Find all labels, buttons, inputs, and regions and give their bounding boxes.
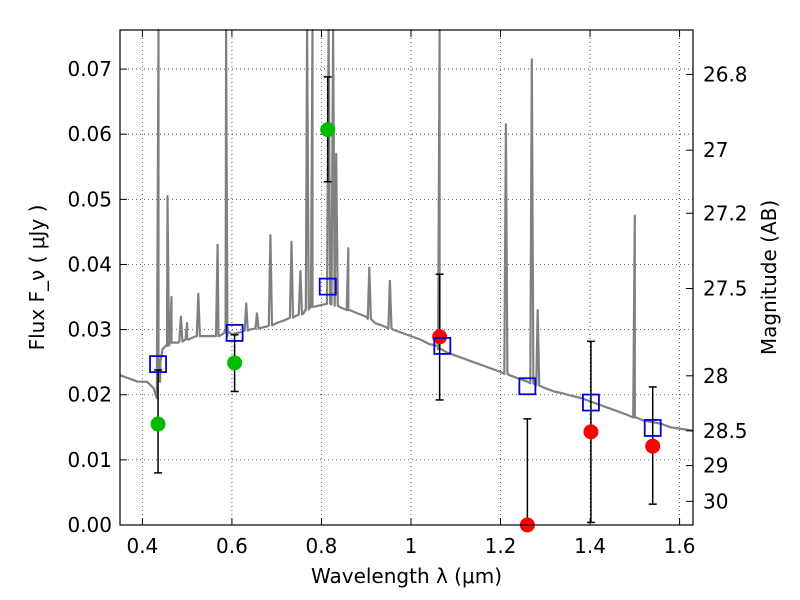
x-tick-label: 0.4 <box>126 534 158 558</box>
x-tick-label: 0.8 <box>306 534 338 558</box>
x-axis-label: Wavelength λ (μm) <box>311 564 502 588</box>
y-tick-label: 0.06 <box>67 122 112 146</box>
model-photometry-point <box>149 355 167 374</box>
y2-tick-label: 26.8 <box>703 62 748 86</box>
x-tick-label: 0.6 <box>216 534 248 558</box>
upper-limit-point <box>583 424 599 440</box>
y2-tick-label: 27 <box>703 138 728 162</box>
y2-axis-label: Magnitude (AB) <box>757 200 781 355</box>
model-photometry-point <box>518 377 537 396</box>
detection-point <box>150 416 166 432</box>
x-tick-label: 1.4 <box>574 534 606 558</box>
x-tick-label: 1.2 <box>485 534 517 558</box>
y-tick-label: 0.02 <box>67 383 112 407</box>
x-tick-label: 1 <box>405 534 418 558</box>
detection-point <box>227 355 243 371</box>
y-tick-label: 0.01 <box>67 448 112 472</box>
y-axis-label: Flux F_ν ( μJy ) <box>25 205 49 351</box>
y2-tick-label: 27.5 <box>703 277 748 301</box>
x-tick-label: 1.6 <box>664 534 696 558</box>
y-tick-label: 0.05 <box>67 187 112 211</box>
upper-limit-point <box>432 329 448 345</box>
model-photometry-point <box>318 277 337 296</box>
model-photometry-point <box>643 419 662 437</box>
y2-tick-label: 27.2 <box>703 201 748 225</box>
model-photometry-point <box>225 323 244 342</box>
upper-limit-point <box>645 438 661 454</box>
model-photometry-point <box>582 393 600 412</box>
y2-tick-label: 28.5 <box>703 419 748 443</box>
ticks-layer: 0.4 0.6 0.8 1 1.2 1.4 1.6 0.00 0.01 0.02 0.03 0.04 0… <box>67 30 748 558</box>
plot-frame <box>119 29 694 526</box>
y-tick-label: 0.00 <box>67 513 112 537</box>
spectrum-layer <box>119 28 694 432</box>
detection-point <box>320 122 336 138</box>
spectrum-line <box>119 28 694 432</box>
y2-tick-label: 29 <box>703 454 728 478</box>
y-tick-label: 0.03 <box>67 318 112 342</box>
y-tick-label: 0.07 <box>67 57 112 81</box>
grid-layer <box>120 30 693 526</box>
y2-tick-label: 30 <box>703 489 728 513</box>
model-photometry-point <box>433 336 452 355</box>
y-tick-label: 0.04 <box>67 252 112 276</box>
y2-tick-label: 28 <box>703 364 728 388</box>
